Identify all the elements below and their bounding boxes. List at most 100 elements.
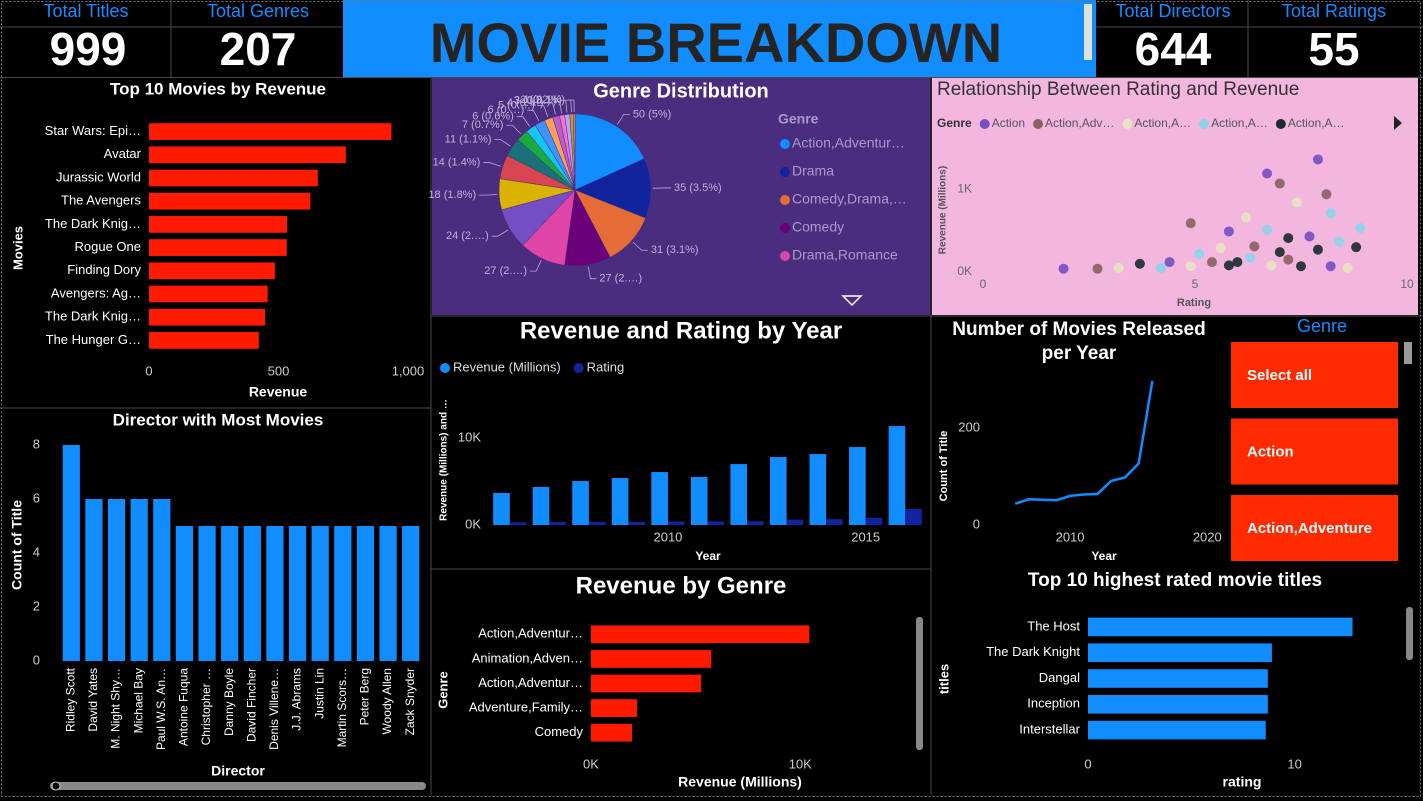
y-tick-label: 0 bbox=[973, 516, 980, 531]
bar bbox=[149, 216, 288, 233]
scatter-point bbox=[1156, 262, 1167, 273]
x-tick-label: Christopher … bbox=[199, 668, 213, 745]
legend-marker bbox=[780, 223, 790, 233]
slicer-item[interactable] bbox=[1231, 342, 1398, 408]
y-tick-label: The Dark Knight bbox=[986, 644, 1080, 659]
bar bbox=[849, 447, 866, 525]
bar bbox=[62, 445, 80, 661]
slicer-item-label[interactable]: Action,Adventure bbox=[1247, 520, 1372, 537]
chart-title: Director with Most Movies bbox=[113, 410, 324, 429]
slicer-item[interactable] bbox=[1231, 495, 1398, 561]
v-scrollbar[interactable] bbox=[916, 617, 923, 750]
legend-next-icon[interactable] bbox=[1394, 116, 1402, 130]
data-label: 2 (0.2%) bbox=[520, 94, 562, 106]
leader-line bbox=[516, 116, 531, 127]
x-tick-label: 500 bbox=[268, 363, 290, 378]
slicer-item-label[interactable]: Action bbox=[1247, 443, 1294, 460]
y-tick-label: 0K bbox=[957, 264, 972, 278]
v-scrollbar[interactable] bbox=[1406, 607, 1413, 660]
bar bbox=[288, 526, 307, 661]
y-tick-label: Animation,Adven… bbox=[472, 650, 583, 665]
h-scroll-handle[interactable] bbox=[51, 781, 61, 791]
bar bbox=[667, 521, 685, 525]
bar bbox=[198, 526, 216, 661]
scatter-point bbox=[1185, 218, 1196, 229]
bar bbox=[572, 481, 589, 525]
axis-title: titles bbox=[936, 664, 951, 694]
bar bbox=[149, 285, 268, 303]
chart-title: Number of Movies Released per Year bbox=[952, 319, 1206, 364]
scatter-point bbox=[1266, 260, 1277, 271]
scatter-point bbox=[1283, 254, 1294, 265]
bar bbox=[786, 519, 804, 525]
data-label: 27 (2.…) bbox=[599, 273, 642, 285]
bar bbox=[769, 457, 787, 525]
y-tick-label: 0K bbox=[465, 516, 481, 531]
scatter-point bbox=[1321, 189, 1332, 200]
y-tick-label: The Dark Knig… bbox=[45, 309, 141, 324]
legend-label: Action,Adv… bbox=[1045, 116, 1114, 130]
legend-label: Action bbox=[992, 116, 1025, 130]
data-label: 14 (1.4%) bbox=[433, 156, 481, 168]
scatter-point bbox=[1134, 258, 1145, 269]
slicer-item-label[interactable]: Select all bbox=[1247, 367, 1312, 384]
legend-label: Comedy bbox=[792, 219, 844, 235]
bar bbox=[1088, 617, 1353, 637]
x-tick-label: Peter Berg bbox=[358, 668, 372, 725]
legend-marker bbox=[979, 119, 990, 129]
x-tick-label: 10 bbox=[1287, 756, 1301, 771]
x-tick-label: 1,000 bbox=[392, 363, 425, 378]
bar bbox=[175, 526, 194, 661]
bar bbox=[611, 478, 629, 525]
bar bbox=[865, 517, 883, 525]
h-scrollbar[interactable] bbox=[50, 782, 426, 790]
x-tick-label: David Fincher bbox=[244, 668, 258, 742]
y-tick-label: The Host bbox=[1027, 618, 1080, 633]
kpi-label: Total Genres bbox=[207, 1, 309, 21]
legend-label: Drama bbox=[792, 163, 834, 179]
chart-title: Top 10 Movies by Revenue bbox=[110, 79, 326, 98]
bar bbox=[588, 521, 606, 525]
bar bbox=[149, 192, 311, 210]
bar bbox=[149, 239, 287, 256]
axis-title: rating bbox=[1223, 774, 1262, 790]
slicer-title: Genre bbox=[1297, 316, 1347, 336]
bar bbox=[130, 499, 148, 661]
scatter-point bbox=[1092, 263, 1103, 274]
x-tick-label: Danny Boyle bbox=[222, 668, 236, 736]
y-tick-label: Avengers: Ag… bbox=[51, 285, 141, 300]
x-tick-label: 2015 bbox=[851, 529, 880, 544]
legend-marker bbox=[780, 195, 790, 205]
bar bbox=[1088, 720, 1266, 740]
x-tick-label: M. Night Shy… bbox=[109, 668, 123, 749]
scatter-point bbox=[1223, 260, 1234, 271]
y-tick-label: Dangal bbox=[1039, 670, 1080, 685]
axis-title: Count of Title bbox=[938, 431, 950, 502]
leader-line bbox=[506, 124, 522, 135]
scatter-point bbox=[1312, 244, 1323, 255]
slicer-scrollbar[interactable] bbox=[1404, 342, 1412, 364]
legend-title: Genre bbox=[778, 111, 819, 127]
bar bbox=[905, 509, 922, 525]
x-tick-label: Antoine Fuqua bbox=[177, 668, 191, 746]
legend-marker bbox=[1199, 119, 1210, 129]
slicer-item[interactable] bbox=[1231, 418, 1398, 485]
x-tick-label: 0 bbox=[980, 277, 987, 291]
bar bbox=[1088, 695, 1268, 714]
leader-line bbox=[587, 266, 597, 280]
bar bbox=[379, 526, 397, 661]
data-label: 31 (3.1%) bbox=[651, 244, 699, 256]
legend-scroll-icon[interactable] bbox=[841, 295, 863, 307]
scatter-point bbox=[1283, 233, 1294, 244]
x-tick-label: 5 bbox=[1192, 277, 1199, 291]
x-tick-label: J.J. Abrams bbox=[290, 668, 304, 731]
scatter-point bbox=[1325, 208, 1336, 219]
kpi-label: Total Titles bbox=[43, 1, 128, 21]
y-tick-label: 6 bbox=[33, 490, 40, 505]
scatter-point bbox=[1262, 168, 1273, 179]
scatter-point bbox=[1164, 257, 1175, 268]
y-tick-label: 0 bbox=[33, 652, 40, 667]
x-tick-label: 0K bbox=[583, 756, 599, 771]
